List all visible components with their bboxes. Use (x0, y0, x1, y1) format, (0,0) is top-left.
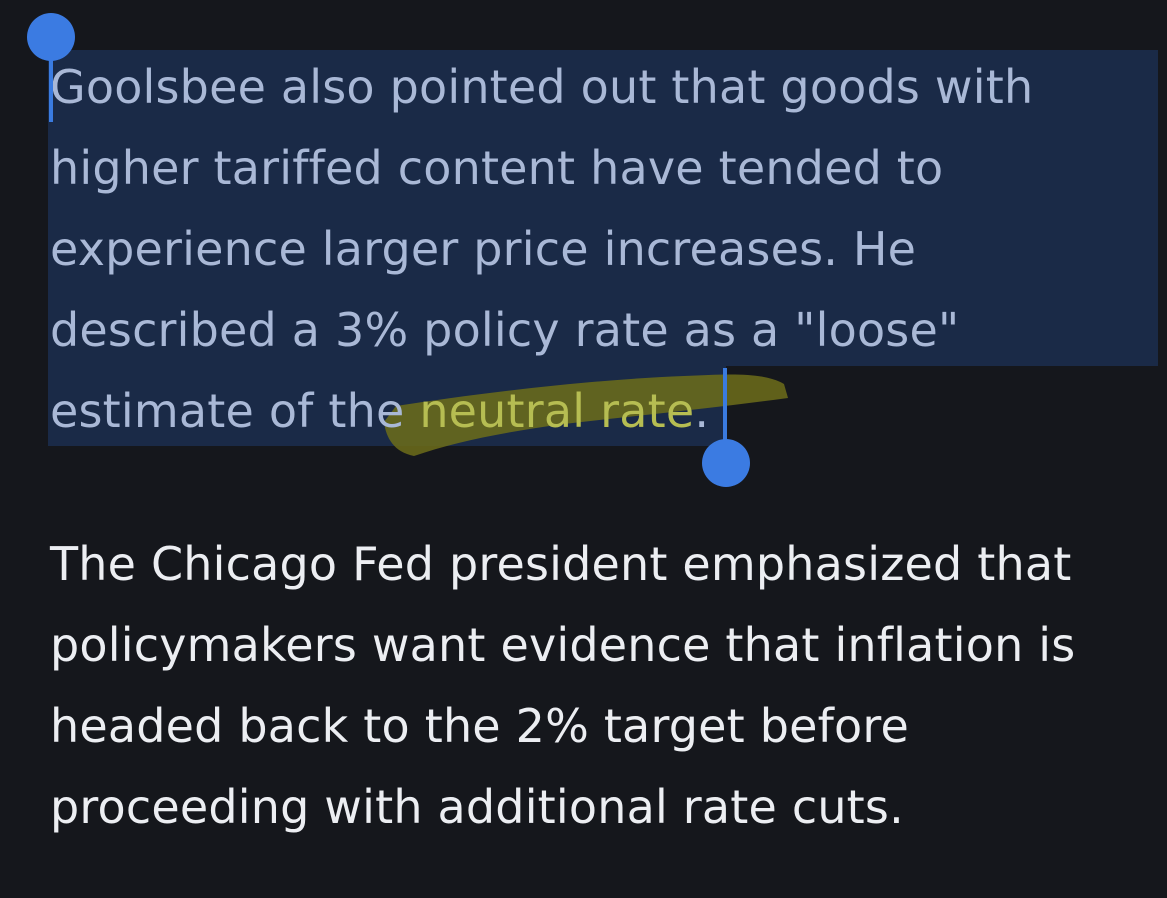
paragraph-line: higher tariffed content have tended to (50, 141, 944, 195)
paragraph-line: policymakers want evidence that inflatio… (50, 618, 1076, 672)
paragraph-chicago-fed[interactable]: The Chicago Fed president emphasized tha… (50, 524, 1075, 848)
paragraph-line: The Chicago Fed president emphasized tha… (50, 537, 1072, 591)
selection-start-handle-icon[interactable] (27, 13, 75, 61)
paragraph-line: Goolsbee also pointed out that goods wit… (50, 60, 1034, 114)
line-suffix: . (694, 384, 710, 438)
paragraph-line: experience larger price increases. He (50, 222, 917, 276)
selection-start-stem[interactable] (49, 38, 53, 122)
paragraph-goolsbee-selected[interactable]: Goolsbee also pointed out that goods wit… (50, 47, 1033, 452)
highlighted-phrase[interactable]: neutral rate (419, 384, 695, 438)
paragraph-line: proceeding with additional rate cuts. (50, 780, 904, 834)
text-selection-highlight (48, 50, 1158, 366)
selection-end-stem[interactable] (723, 368, 727, 464)
paragraph-line: described a 3% policy rate as a "loose" (50, 303, 960, 357)
selection-end-handle-icon[interactable] (702, 439, 750, 487)
paragraph-line: estimate of the neutral rate. (50, 371, 1033, 452)
line-prefix: estimate of the (50, 384, 420, 438)
paragraph-line: headed back to the 2% target before (50, 699, 909, 753)
